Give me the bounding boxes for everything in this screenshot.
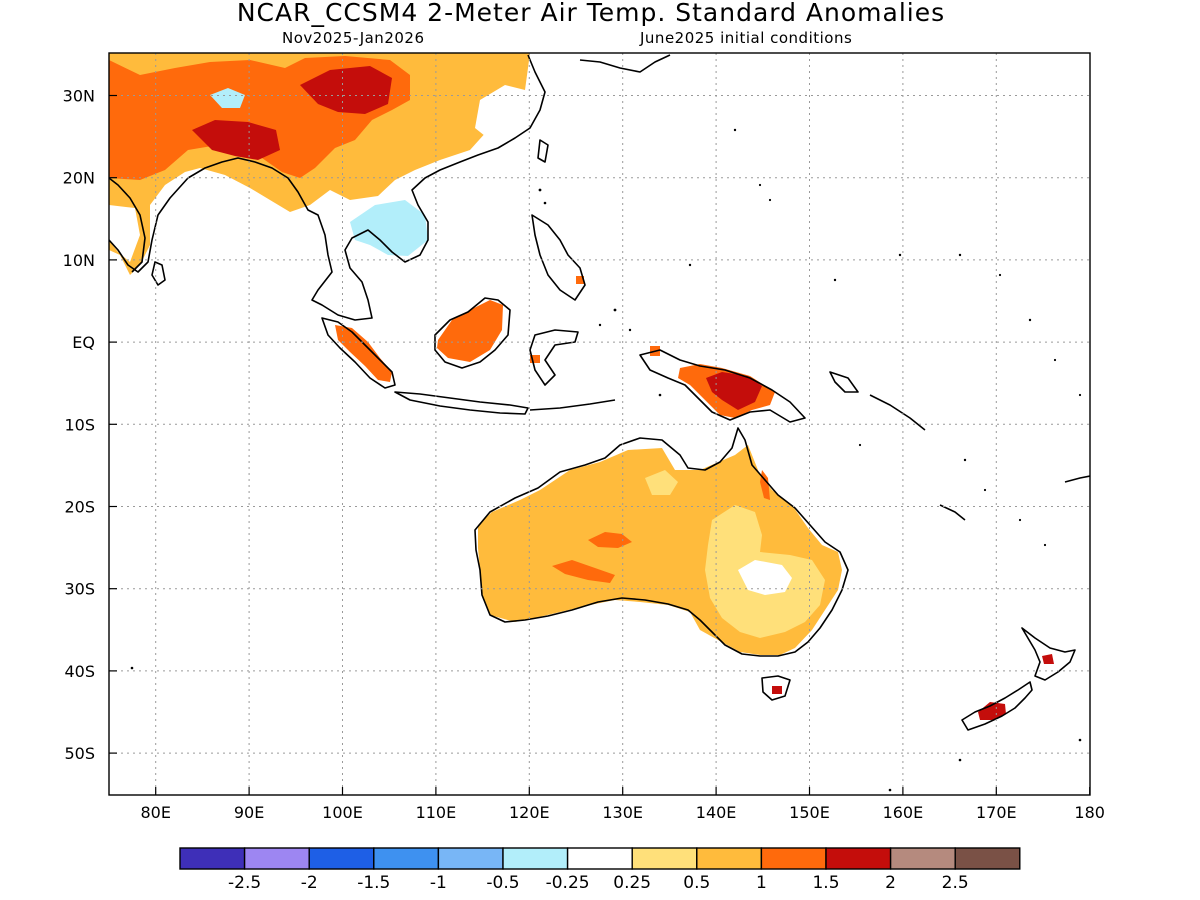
colorbar-swatch bbox=[889, 847, 956, 870]
colorbar-swatch bbox=[373, 847, 440, 870]
lon-tick-label: 100E bbox=[322, 803, 363, 822]
sulawesi-spot bbox=[530, 355, 540, 363]
colorbar-swatch bbox=[631, 847, 698, 870]
colorbar-swatch bbox=[308, 847, 375, 870]
indochina-cool-patch bbox=[350, 200, 428, 256]
asia-anomaly-red-south bbox=[192, 120, 280, 160]
coastlines bbox=[109, 54, 1090, 731]
sri-lanka-coastline bbox=[151, 261, 166, 286]
colorbar-label: -1.5 bbox=[357, 873, 390, 893]
new-guinea-anomaly-red bbox=[706, 372, 762, 410]
philippines-coastline bbox=[531, 214, 586, 301]
map-gridlines bbox=[109, 53, 1090, 795]
colorbar-swatch bbox=[566, 847, 633, 870]
map-axes: 80E 90E 100E 110E 120E 130E 140E 150E 160E 170E 18… bbox=[63, 87, 1105, 823]
colorbar-swatch bbox=[437, 847, 504, 870]
taiwan-coastline bbox=[537, 139, 549, 163]
asia-neutral-patch-east bbox=[475, 85, 525, 140]
lat-tick-label: 30S bbox=[64, 580, 95, 599]
bismarck-coastline bbox=[829, 371, 859, 393]
new-guinea-coastline bbox=[639, 349, 806, 423]
lat-tick-label: 10S bbox=[64, 415, 95, 434]
lat-tick-label: 20N bbox=[63, 169, 95, 188]
colorbar-label: 0.25 bbox=[613, 873, 651, 893]
colorbar-label: 2 bbox=[885, 873, 896, 893]
colorbar-swatch bbox=[825, 847, 892, 870]
borneo-coastline bbox=[434, 297, 511, 369]
tasmania-red bbox=[772, 686, 782, 694]
lon-tick-label: 90E bbox=[234, 803, 264, 822]
australia-neutral-patch bbox=[738, 560, 792, 595]
anomaly-shading bbox=[109, 53, 1054, 720]
pacific-islands bbox=[130, 128, 1082, 792]
colorbar-swatch bbox=[502, 847, 569, 870]
colorbar-swatch bbox=[696, 847, 763, 870]
forecast-period: Nov2025-Jan2026 bbox=[282, 29, 425, 47]
lesser-sunda-coastline bbox=[529, 399, 616, 411]
colorbar-swatch bbox=[760, 847, 827, 870]
vanuatu-fiji-coastline bbox=[939, 475, 1090, 521]
india-coastline bbox=[109, 177, 146, 273]
borneo-anomaly bbox=[437, 300, 503, 362]
initial-conditions: June2025 initial conditions bbox=[640, 29, 853, 47]
colorbar-label: -0.5 bbox=[486, 873, 519, 893]
lat-tick-label: 30N bbox=[63, 87, 95, 106]
new-zealand-south-red bbox=[978, 702, 1006, 720]
colorbar-swatch bbox=[179, 847, 246, 870]
sumatra-coastline bbox=[321, 317, 396, 389]
colorbar-swatch bbox=[954, 847, 1021, 870]
colorbar-label: -0.25 bbox=[546, 873, 590, 893]
australia-anomaly-dark-streak-2 bbox=[552, 560, 615, 583]
asia-coastline bbox=[109, 54, 546, 321]
colorbar-label: 1 bbox=[756, 873, 767, 893]
lon-tick-label: 150E bbox=[789, 803, 830, 822]
map-plot-area bbox=[109, 53, 1090, 795]
java-coastline bbox=[394, 391, 529, 415]
australia-anomaly-light-north bbox=[645, 470, 678, 495]
australia-anomaly-dark-streak-1 bbox=[588, 532, 632, 548]
lat-tick-label: 10N bbox=[63, 251, 95, 270]
colorbar-swatch bbox=[243, 847, 310, 870]
philippines-spot bbox=[576, 276, 584, 284]
colorbar-label: -2 bbox=[301, 873, 318, 893]
colorbar-label: -2.5 bbox=[228, 873, 261, 893]
colorbar: -2.5 -2 -1.5 -1 -0.5 -0.25 0.25 0.5 1 1.5 2 2.5 bbox=[179, 847, 1021, 893]
lon-tick-label: 180 bbox=[1074, 803, 1105, 822]
solomons-coastline bbox=[869, 394, 926, 431]
lon-tick-label: 140E bbox=[696, 803, 737, 822]
chart-title: NCAR_CCSM4 2-Meter Air Temp. Standard An… bbox=[236, 0, 946, 27]
lon-tick-label: 160E bbox=[883, 803, 924, 822]
lat-tick-label: 50S bbox=[64, 744, 95, 763]
colorbar-label: 2.5 bbox=[942, 873, 969, 893]
new-zealand-north-coastline bbox=[1021, 627, 1076, 681]
japan-coastline bbox=[579, 54, 671, 73]
lat-tick-label: 40S bbox=[64, 662, 95, 681]
new-zealand-north-red bbox=[1042, 654, 1054, 664]
sulawesi-coastline bbox=[529, 329, 579, 386]
colorbar-label: -1 bbox=[430, 873, 447, 893]
lat-tick-label: EQ bbox=[72, 333, 95, 352]
sumatra-anomaly bbox=[335, 325, 392, 382]
lon-tick-label: 80E bbox=[140, 803, 170, 822]
lat-tick-label: 20S bbox=[64, 498, 95, 517]
colorbar-label: 0.5 bbox=[683, 873, 710, 893]
lon-tick-label: 110E bbox=[416, 803, 457, 822]
asia-anomaly-red-north bbox=[300, 66, 392, 114]
tasmania-coastline bbox=[761, 675, 791, 701]
asia-cool-patch-tibet bbox=[210, 88, 245, 108]
lon-tick-label: 120E bbox=[509, 803, 550, 822]
lon-tick-label: 130E bbox=[602, 803, 643, 822]
australia-coastline bbox=[474, 427, 849, 657]
lon-tick-label: 170E bbox=[976, 803, 1017, 822]
new-zealand-south-coastline bbox=[961, 681, 1033, 731]
colorbar-label: 1.5 bbox=[812, 873, 839, 893]
